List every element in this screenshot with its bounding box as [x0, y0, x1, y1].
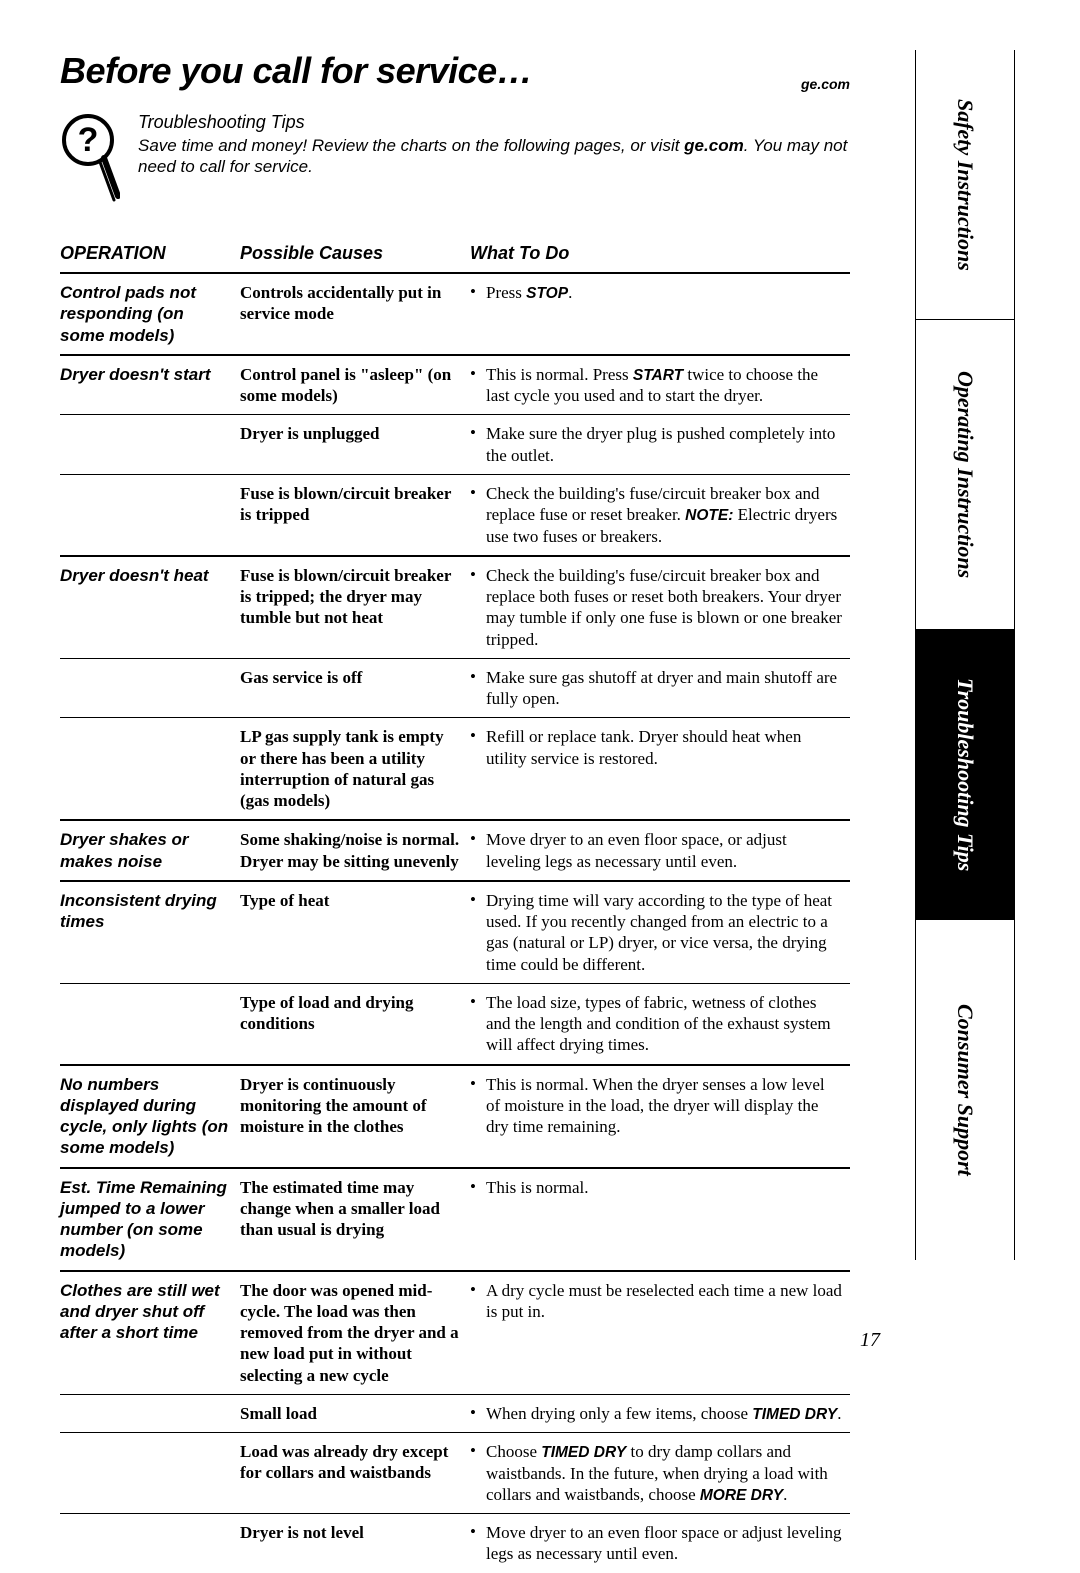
- table-row: Dryer is unplugged•Make sure the dryer p…: [60, 415, 850, 475]
- fix-cell: •Make sure the dryer plug is pushed comp…: [470, 415, 850, 475]
- table-row: Dryer shakes or makes noiseSome shaking/…: [60, 820, 850, 881]
- cause-cell: Dryer is unplugged: [240, 415, 470, 475]
- svg-text:?: ?: [78, 121, 99, 159]
- fix-cell: •A dry cycle must be reselected each tim…: [470, 1271, 850, 1395]
- table-row: Dryer doesn't heatFuse is blown/circuit …: [60, 556, 850, 659]
- cause-cell: Type of heat: [240, 881, 470, 984]
- fix-cell: •Make sure gas shutoff at dryer and main…: [470, 658, 850, 718]
- fix-cell: •Press STOP.: [470, 273, 850, 355]
- cause-cell: Small load: [240, 1394, 470, 1432]
- cause-cell: LP gas supply tank is empty or there has…: [240, 718, 470, 821]
- page: Safety Instructions Operating Instructio…: [0, 0, 1080, 1397]
- intro: ? Troubleshooting Tips Save time and mon…: [60, 112, 850, 207]
- side-tabs: Safety Instructions Operating Instructio…: [915, 50, 1015, 1260]
- cause-cell: Fuse is blown/circuit breaker is tripped: [240, 474, 470, 555]
- fix-cell: •Check the building's fuse/circuit break…: [470, 474, 850, 555]
- cause-cell: The estimated time may change when a sma…: [240, 1168, 470, 1271]
- operation-cell: [60, 1433, 240, 1514]
- fix-cell: •This is normal.: [470, 1168, 850, 1271]
- table-row: Gas service is off•Make sure gas shutoff…: [60, 658, 850, 718]
- page-title: Before you call for service…: [60, 50, 532, 92]
- cause-cell: Control panel is "asleep" (on some model…: [240, 355, 470, 415]
- cause-cell: Dryer is not level: [240, 1514, 470, 1573]
- col-causes: Possible Causes: [240, 237, 470, 273]
- tab-consumer-support: Consumer Support: [916, 920, 1014, 1260]
- intro-body: Save time and money! Review the charts o…: [138, 135, 850, 178]
- table-body: Control pads not responding (on some mod…: [60, 273, 850, 1573]
- cause-cell: Fuse is blown/circuit breaker is tripped…: [240, 556, 470, 659]
- header-row: Before you call for service… ge.com: [60, 50, 850, 92]
- table-header-row: OPERATION Possible Causes What To Do: [60, 237, 850, 273]
- cause-cell: Load was already dry except for collars …: [240, 1433, 470, 1514]
- table-row: LP gas supply tank is empty or there has…: [60, 718, 850, 821]
- operation-cell: Dryer shakes or makes noise: [60, 820, 240, 881]
- table-row: Control pads not responding (on some mod…: [60, 273, 850, 355]
- fix-cell: •Drying time will vary according to the …: [470, 881, 850, 984]
- operation-cell: Est. Time Remaining jumped to a lower nu…: [60, 1168, 240, 1271]
- magnifier-question-icon: ?: [60, 112, 120, 207]
- fix-cell: •This is normal. When the dryer senses a…: [470, 1065, 850, 1168]
- operation-cell: [60, 474, 240, 555]
- content: Before you call for service… ge.com ? Tr…: [60, 50, 850, 1573]
- operation-cell: Dryer doesn't heat: [60, 556, 240, 659]
- intro-subhead: Troubleshooting Tips: [138, 112, 850, 133]
- cause-cell: Type of load and drying conditions: [240, 983, 470, 1064]
- fix-cell: •Choose TIMED DRY to dry damp collars an…: [470, 1433, 850, 1514]
- operation-cell: No numbers displayed during cycle, only …: [60, 1065, 240, 1168]
- table-row: Fuse is blown/circuit breaker is tripped…: [60, 474, 850, 555]
- operation-cell: Dryer doesn't start: [60, 355, 240, 415]
- operation-cell: [60, 658, 240, 718]
- cause-cell: Gas service is off: [240, 658, 470, 718]
- table-row: Dryer is not level•Move dryer to an even…: [60, 1514, 850, 1573]
- fix-cell: •The load size, types of fabric, wetness…: [470, 983, 850, 1064]
- table-row: No numbers displayed during cycle, only …: [60, 1065, 850, 1168]
- cause-cell: Dryer is continuously monitoring the amo…: [240, 1065, 470, 1168]
- table-row: Clothes are still wet and dryer shut off…: [60, 1271, 850, 1395]
- operation-cell: Control pads not responding (on some mod…: [60, 273, 240, 355]
- table-row: Dryer doesn't startControl panel is "asl…: [60, 355, 850, 415]
- fix-cell: •Refill or replace tank. Dryer should he…: [470, 718, 850, 821]
- operation-cell: [60, 415, 240, 475]
- operation-cell: [60, 1394, 240, 1432]
- tab-operating-instructions: Operating Instructions: [916, 320, 1014, 630]
- brand-url: ge.com: [801, 76, 850, 92]
- troubleshoot-table: OPERATION Possible Causes What To Do Con…: [60, 237, 850, 1573]
- tab-safety-instructions: Safety Instructions: [916, 50, 1014, 320]
- table-row: Inconsistent drying timesType of heat•Dr…: [60, 881, 850, 984]
- operation-cell: [60, 1514, 240, 1573]
- intro-text: Troubleshooting Tips Save time and money…: [138, 112, 850, 178]
- cause-cell: Some shaking/noise is normal. Dryer may …: [240, 820, 470, 881]
- fix-cell: •When drying only a few items, choose TI…: [470, 1394, 850, 1432]
- table-row: Type of load and drying conditions•The l…: [60, 983, 850, 1064]
- page-number: 17: [860, 1329, 880, 1352]
- col-fix: What To Do: [470, 237, 850, 273]
- table-row: Est. Time Remaining jumped to a lower nu…: [60, 1168, 850, 1271]
- table-row: Small load•When drying only a few items,…: [60, 1394, 850, 1432]
- fix-cell: •This is normal. Press START twice to ch…: [470, 355, 850, 415]
- operation-cell: Inconsistent drying times: [60, 881, 240, 984]
- fix-cell: •Check the building's fuse/circuit break…: [470, 556, 850, 659]
- cause-cell: The door was opened mid-cycle. The load …: [240, 1271, 470, 1395]
- table-row: Load was already dry except for collars …: [60, 1433, 850, 1514]
- cause-cell: Controls accidentally put in service mod…: [240, 273, 470, 355]
- operation-cell: [60, 983, 240, 1064]
- col-operation: OPERATION: [60, 237, 240, 273]
- tab-troubleshooting-tips: Troubleshooting Tips: [916, 630, 1014, 920]
- operation-cell: Clothes are still wet and dryer shut off…: [60, 1271, 240, 1395]
- fix-cell: •Move dryer to an even floor space or ad…: [470, 1514, 850, 1573]
- operation-cell: [60, 718, 240, 821]
- fix-cell: •Move dryer to an even floor space, or a…: [470, 820, 850, 881]
